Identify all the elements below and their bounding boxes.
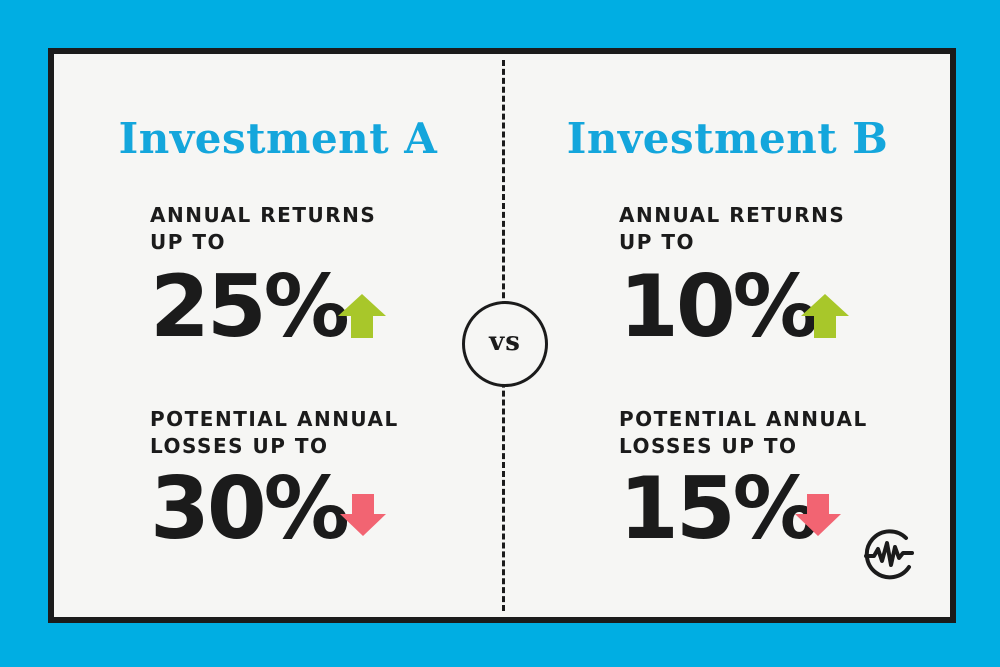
investment-a-losses-label: POTENTIAL ANNUAL LOSSES UP TO — [150, 406, 399, 460]
losses-label-line2: LOSSES UP TO — [619, 434, 798, 458]
losses-label-line2: LOSSES UP TO — [150, 434, 329, 458]
investment-a-losses-value: 30% — [150, 459, 350, 559]
arrow-up-icon — [338, 294, 386, 342]
returns-label-line2: UP TO — [150, 230, 227, 254]
losses-label-line1: POTENTIAL ANNUAL — [619, 407, 868, 431]
losses-label-line1: POTENTIAL ANNUAL — [150, 407, 399, 431]
returns-label-line1: ANNUAL RETURNS — [619, 203, 846, 227]
returns-label-line2: UP TO — [619, 230, 696, 254]
investment-b-losses-label: POTENTIAL ANNUAL LOSSES UP TO — [619, 406, 868, 460]
vs-label: vs — [489, 327, 521, 357]
investment-a-returns-value: 25% — [150, 257, 350, 357]
arrow-down-icon — [340, 494, 386, 540]
comparison-card: Investment A ANNUAL RETURNS UP TO 25% PO… — [48, 48, 956, 623]
vs-badge: vs — [462, 301, 548, 387]
arrow-up-icon — [801, 294, 849, 342]
investment-a-title: Investment A — [118, 114, 438, 163]
investment-b-losses-value: 15% — [619, 459, 819, 559]
investment-a-returns-label: ANNUAL RETURNS UP TO — [150, 202, 376, 256]
investment-b-returns-label: ANNUAL RETURNS UP TO — [619, 202, 845, 256]
investment-b-returns-value: 10% — [619, 257, 819, 357]
returns-label-line1: ANNUAL RETURNS — [150, 203, 377, 227]
arrow-down-icon — [795, 494, 841, 540]
wave-logo-icon — [860, 525, 918, 587]
investment-b-title: Investment B — [566, 114, 889, 163]
